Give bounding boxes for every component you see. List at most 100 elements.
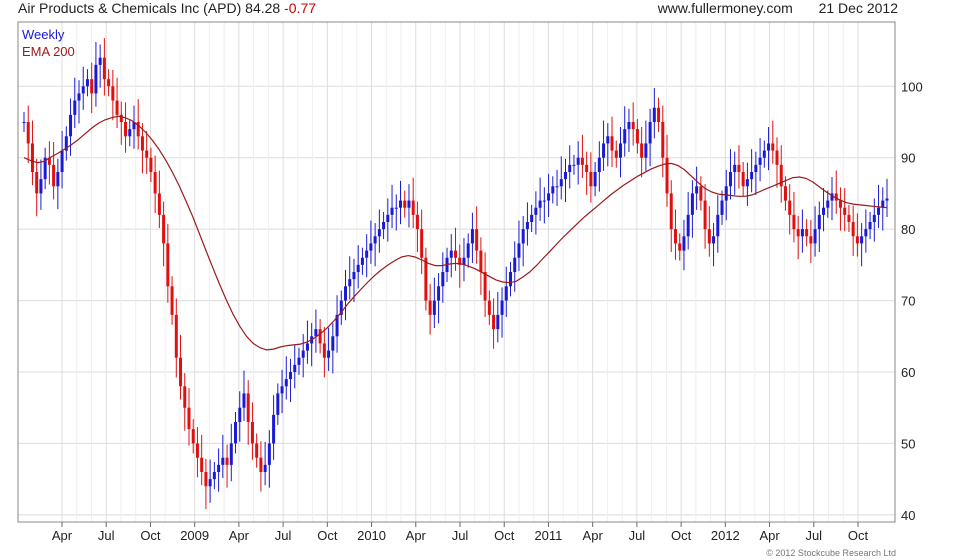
candle-body <box>335 314 339 337</box>
y-tick-label: 60 <box>901 365 915 380</box>
candle-body <box>733 164 737 172</box>
candle-body <box>462 257 466 265</box>
candle-body <box>242 393 246 408</box>
candle-body <box>128 129 132 137</box>
candle-body <box>885 198 889 201</box>
candle-body <box>813 229 817 244</box>
candle-body <box>318 329 322 344</box>
candle-body <box>200 457 204 472</box>
candle-body <box>234 422 238 444</box>
candle-body <box>56 172 60 187</box>
candle-body <box>47 157 51 165</box>
chart-title: Air Products & Chemicals Inc (APD) 84.28 <box>18 0 281 16</box>
candle-body <box>454 250 457 258</box>
candle-body <box>644 143 648 158</box>
candle-body <box>35 172 39 194</box>
candle-body <box>30 143 34 172</box>
candle-body <box>145 150 149 158</box>
candle-body <box>796 229 800 237</box>
candle-body <box>754 164 758 172</box>
candle-body <box>809 236 813 244</box>
candle-body <box>352 272 356 280</box>
candle-body <box>394 207 398 209</box>
candle-body <box>348 279 352 287</box>
source-url[interactable]: www.fullermoney.com <box>657 0 793 16</box>
candle-body <box>157 193 161 215</box>
candle-body <box>153 172 157 194</box>
candle-body <box>183 386 187 408</box>
candle-body <box>297 357 301 365</box>
candle-body <box>881 200 885 208</box>
candle-body <box>369 243 373 251</box>
candle-body <box>602 143 606 158</box>
candle-body <box>610 136 614 151</box>
y-tick-label: 40 <box>901 508 915 523</box>
candle-body <box>136 122 140 137</box>
candle-body <box>360 257 364 265</box>
plot-background <box>18 22 895 522</box>
candle-body <box>280 386 284 394</box>
candle-body <box>475 229 479 251</box>
candle-body <box>568 164 572 172</box>
price-change: -0.77 <box>284 0 317 16</box>
candle-body <box>132 122 136 130</box>
candle-body <box>623 129 627 144</box>
candle-body <box>534 207 538 215</box>
candle-body <box>788 200 792 215</box>
candle-body <box>322 343 326 358</box>
x-tick-label: Oct <box>494 528 515 543</box>
candle-body <box>26 122 30 144</box>
x-tick-label: Jul <box>629 528 646 543</box>
candle-body <box>411 200 415 215</box>
candle-body <box>60 150 64 172</box>
candle-body <box>69 114 73 137</box>
candle-body <box>428 300 432 315</box>
candle-body <box>195 443 199 458</box>
candle-body <box>652 107 656 122</box>
candle-body <box>221 457 225 465</box>
candle-body <box>517 243 521 258</box>
candle-body <box>513 257 517 272</box>
candle-body <box>855 236 859 244</box>
candle-body <box>441 272 445 287</box>
candle-body <box>542 200 546 202</box>
y-tick-label: 100 <box>901 79 923 94</box>
candle-body <box>521 229 525 244</box>
candle-body <box>669 193 673 230</box>
x-tick-label: Apr <box>406 528 427 543</box>
candle-body <box>64 136 68 151</box>
candle-body <box>415 214 419 230</box>
candle-body <box>314 329 318 337</box>
candle-body <box>686 214 690 237</box>
candle-body <box>77 93 81 101</box>
candle-body <box>191 429 195 444</box>
candle-body <box>255 443 259 458</box>
candle-body <box>817 214 821 230</box>
candle-body <box>293 364 297 372</box>
candle-body <box>483 272 487 301</box>
candle-body <box>377 229 381 237</box>
candle-body <box>585 164 589 172</box>
candle-body <box>407 200 411 208</box>
candle-body <box>758 157 762 165</box>
candle-body <box>149 157 153 172</box>
candle-body <box>424 257 428 301</box>
x-tick-label: 2011 <box>534 528 562 543</box>
candle-body <box>661 122 665 158</box>
candle-body <box>805 229 809 237</box>
candle-body <box>847 214 851 222</box>
candle-body <box>690 193 694 215</box>
candle-body <box>707 229 711 244</box>
candle-body <box>657 107 661 122</box>
candle-body <box>631 122 635 130</box>
candle-body <box>187 407 191 430</box>
candle-body <box>344 286 348 301</box>
candle-body <box>331 336 335 351</box>
candle-body <box>301 350 305 358</box>
candle-body <box>682 236 686 251</box>
candle-body <box>678 243 682 251</box>
candle-body <box>386 214 390 222</box>
candle-body <box>437 286 441 301</box>
candle-body <box>830 193 834 201</box>
